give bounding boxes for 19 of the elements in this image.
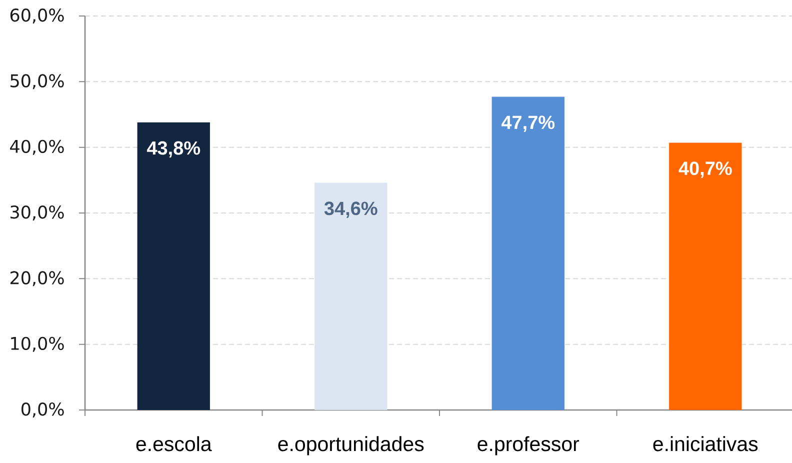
bar — [314, 182, 388, 410]
x-tick-label: e.professor — [478, 436, 580, 456]
y-tick-label: 20,0% — [10, 271, 64, 286]
x-tick-label: e.iniciativas — [653, 436, 758, 452]
bar — [137, 122, 210, 410]
y-tick-label: 40,0% — [10, 140, 64, 155]
data-label: 34,6% — [324, 202, 378, 218]
y-tick-label: 10,0% — [11, 336, 64, 352]
y-tick-label: 0,0% — [22, 402, 64, 418]
x-tick-label: e.oportunidades — [278, 436, 424, 456]
y-tick-label: 60,0% — [10, 8, 64, 24]
data-label: 43,8% — [146, 141, 200, 158]
data-label: 40,7% — [678, 162, 732, 178]
data-label: 47,7% — [501, 116, 555, 132]
y-tick-label: 50,0% — [10, 74, 64, 90]
bar — [669, 142, 742, 410]
x-tick-label: e.escola — [136, 436, 212, 452]
bar — [492, 96, 564, 410]
y-tick-label: 30,0% — [10, 205, 64, 220]
